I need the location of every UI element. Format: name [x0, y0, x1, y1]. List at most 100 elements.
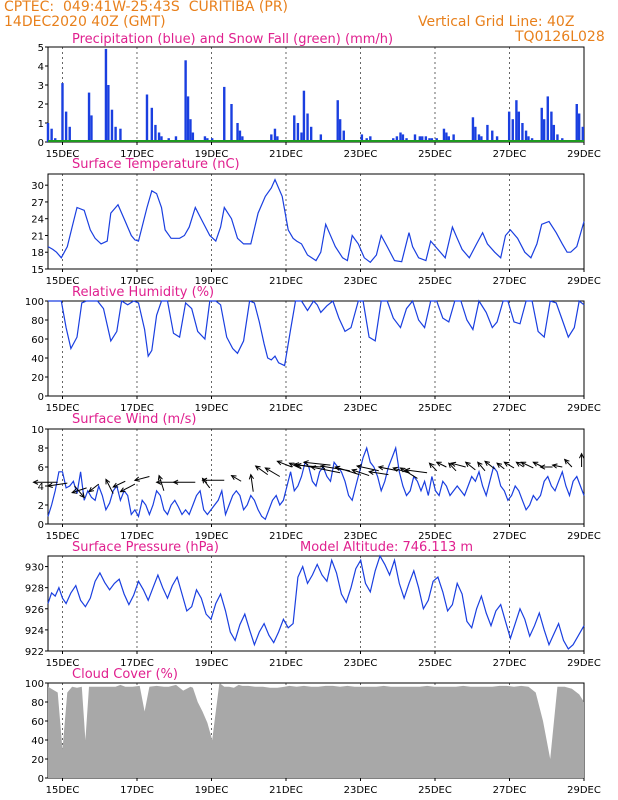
wind-arrow	[352, 469, 370, 477]
pres-ytick-label: 928	[25, 584, 44, 595]
precip-bar	[189, 119, 192, 142]
precip-bar	[517, 111, 521, 142]
precip-bar	[507, 111, 511, 142]
wind-xlabel: 29DEC	[567, 531, 601, 542]
wind-arrow-head	[155, 479, 162, 485]
precip-bar	[480, 136, 483, 142]
precip-bar	[486, 124, 489, 142]
wind-arrow-head	[515, 461, 522, 467]
precip-bar	[64, 111, 68, 142]
wind-arrow	[265, 467, 281, 477]
wind-arrow	[448, 462, 457, 472]
wind-arrow-head	[399, 467, 406, 473]
temp-ytick-label: 24	[31, 215, 44, 226]
precip-bar	[524, 130, 528, 142]
precip-bar	[300, 132, 303, 142]
precip-ytick-label: 0	[38, 138, 44, 149]
precip-bar	[342, 130, 345, 142]
precip-bar	[491, 130, 494, 142]
precip-ytick-label: 4	[38, 62, 44, 73]
temp-xlabel: 27DEC	[493, 276, 527, 287]
precip-bar	[336, 100, 339, 142]
wind-arrow-head	[477, 461, 483, 468]
wind-series-line	[47, 445, 585, 521]
wind-arrow-head	[351, 468, 358, 474]
wind-arrow-head	[496, 462, 503, 468]
precip-bar	[360, 134, 364, 142]
wind-ytick-label: 10	[31, 425, 44, 436]
wind-arrow-head	[112, 482, 119, 488]
wind-arrow-head	[302, 460, 309, 466]
precip-bar	[174, 136, 178, 142]
wind-arrow	[250, 474, 254, 492]
wind-arrow-head	[288, 462, 295, 468]
pres-xlabel: 15DEC	[46, 658, 80, 669]
wind-xlabel: 23DEC	[344, 531, 378, 542]
model-code: TQ0126L028	[515, 29, 605, 45]
precip-bar	[87, 92, 91, 142]
wind-arrow-head	[578, 452, 585, 459]
pres-xlabel: 29DEC	[567, 658, 601, 669]
precip-bar	[154, 124, 157, 142]
wind-arrow-head	[392, 466, 399, 472]
temp-ytick-label: 15	[31, 265, 44, 276]
wind-arrow	[477, 461, 486, 472]
precip-ytick-label: 1	[38, 119, 44, 130]
precip-bar	[293, 115, 296, 142]
precip-bar	[399, 132, 402, 142]
wind-arrow	[296, 464, 321, 468]
wind-arrow-head	[295, 462, 302, 469]
cloud-xlabel: 15DEC	[46, 785, 80, 796]
rh-xlabel: 19DEC	[195, 403, 229, 414]
rh-xlabel: 29DEC	[567, 403, 601, 414]
temp-xlabel: 21DEC	[269, 276, 303, 287]
precip-bar	[223, 86, 226, 142]
cloud-ytick-label: 60	[31, 717, 44, 728]
wind-arrow	[465, 461, 476, 471]
precip-frame	[47, 46, 585, 143]
precip-bar	[150, 107, 154, 142]
wind-ytick-label: 6	[38, 463, 44, 474]
pres-xlabel: 21DEC	[269, 658, 303, 669]
wind-ytick-label: 0	[38, 520, 44, 531]
wind-arrow	[405, 469, 428, 474]
precip-bar	[511, 119, 514, 142]
precip-bar	[452, 134, 455, 142]
pres-ytick-label: 930	[25, 563, 44, 574]
precip-bar	[110, 109, 114, 142]
wind-xlabel: 25DEC	[418, 531, 452, 542]
precip-xlabel: 25DEC	[418, 149, 452, 160]
wind-arrow-head	[105, 478, 111, 485]
wind-arrow-head	[293, 462, 300, 468]
wind-arrow-head	[310, 465, 317, 471]
precip-bar	[556, 134, 559, 142]
precip-bar	[575, 104, 578, 142]
rh-xlabel: 25DEC	[418, 403, 452, 414]
precip-bar	[577, 113, 581, 142]
pres-title: Surface Pressure (hPa)	[72, 540, 219, 555]
rh-xlabel: 21DEC	[269, 403, 303, 414]
wind-xlabel: 27DEC	[493, 531, 527, 542]
wind-arrow-head	[157, 474, 163, 481]
precip-bar	[114, 126, 117, 142]
pres-note: Model Altitude: 746.113 m	[300, 540, 473, 555]
precip-xlabel: 17DEC	[120, 149, 154, 160]
wind-arrow	[134, 476, 150, 481]
precip-ytick-label: 5	[38, 43, 44, 54]
wind-arrow-head	[119, 487, 126, 493]
wind-arrow	[552, 464, 563, 468]
date-header: 14DEC2020 40Z (GMT)	[4, 14, 166, 30]
precip-bar	[338, 119, 342, 142]
temp-title: Surface Temperature (nC)	[72, 157, 240, 172]
precip-bar	[160, 136, 163, 142]
precip-bar	[319, 134, 323, 142]
rh-ytick-label: 80	[31, 316, 44, 327]
precip-bar	[236, 123, 239, 142]
precip-xlabel: 21DEC	[269, 149, 303, 160]
rh-xlabel: 17DEC	[120, 403, 154, 414]
wind-arrow-head	[551, 463, 558, 469]
wind-arrow-head	[404, 467, 411, 474]
wind-arrow	[289, 462, 302, 470]
wind-arrow-head	[464, 461, 471, 467]
precip-bar	[309, 126, 313, 142]
